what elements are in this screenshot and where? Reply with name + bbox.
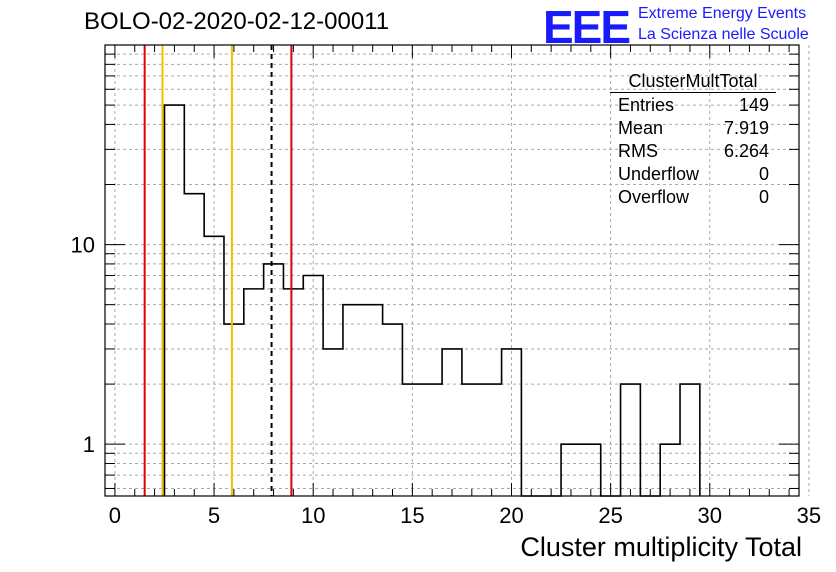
x-tick-label: 20 bbox=[499, 503, 523, 528]
y-tick-label: 1 bbox=[83, 432, 95, 457]
logo-caption: Extreme Energy Events La Scienza nelle S… bbox=[638, 3, 809, 45]
histogram-bin bbox=[422, 384, 442, 496]
stats-value: 0 bbox=[758, 187, 769, 207]
histogram-bin bbox=[343, 305, 363, 496]
chart-title: BOLO-02-2020-02-12-00011 bbox=[84, 8, 390, 35]
stats-box: ClusterMultTotal Entries 149 Mean 7.919 … bbox=[610, 70, 776, 209]
stats-row-mean: Mean 7.919 bbox=[610, 117, 776, 140]
stats-value: 7.919 bbox=[723, 118, 769, 138]
x-tick-label: 30 bbox=[698, 503, 722, 528]
stats-label: Overflow bbox=[618, 187, 690, 207]
histogram-bin bbox=[244, 289, 264, 496]
histogram-bars bbox=[163, 104, 701, 497]
x-tick-label: 25 bbox=[598, 503, 622, 528]
stats-label: Mean bbox=[618, 118, 664, 138]
stats-label: Entries bbox=[618, 95, 675, 115]
marker-lines bbox=[143, 45, 293, 496]
histogram-bin bbox=[363, 305, 383, 496]
y-tick-label: 10 bbox=[71, 233, 95, 258]
x-tick-label: 5 bbox=[208, 503, 220, 528]
stats-value: 0 bbox=[758, 164, 769, 184]
stats-value: 149 bbox=[738, 95, 769, 115]
histogram-bin bbox=[680, 384, 700, 496]
histogram-outline bbox=[163, 104, 701, 497]
histogram-bin bbox=[164, 105, 184, 496]
grid-lines bbox=[105, 44, 810, 496]
eee-logo: EEE bbox=[543, 1, 631, 53]
stats-row-overflow: Overflow 0 bbox=[610, 186, 776, 209]
histogram-bin bbox=[184, 194, 204, 496]
histogram-bin bbox=[462, 384, 482, 496]
histogram-bin bbox=[383, 324, 403, 496]
stats-title: ClusterMultTotal bbox=[610, 70, 776, 93]
histogram-bin bbox=[303, 276, 323, 496]
histogram-bin bbox=[283, 289, 303, 496]
stats-label: Underflow bbox=[618, 164, 700, 184]
stats-row-entries: Entries 149 bbox=[610, 94, 776, 117]
histogram-bin bbox=[561, 444, 581, 496]
axes bbox=[104, 44, 800, 497]
stats-value: 6.264 bbox=[723, 141, 769, 161]
x-axis-label: Cluster multiplicity Total bbox=[520, 532, 802, 562]
logo-caption-line2: La Scienza nelle Scuole bbox=[638, 26, 809, 43]
x-tick-label: 0 bbox=[109, 503, 121, 528]
histogram-bin bbox=[264, 264, 284, 496]
x-tick-label: 10 bbox=[301, 503, 325, 528]
logo-caption-line1: Extreme Energy Events bbox=[638, 5, 807, 22]
histogram-bin bbox=[482, 384, 502, 496]
tick-labels: 0 5 10 15 20 25 30 35 1 10 bbox=[71, 233, 822, 528]
histogram-bin bbox=[323, 349, 343, 496]
histogram-bin bbox=[442, 349, 462, 496]
stats-row-underflow: Underflow 0 bbox=[610, 163, 776, 186]
histogram-bin bbox=[224, 324, 244, 496]
histogram-bin bbox=[621, 384, 641, 496]
stats-label: RMS bbox=[618, 141, 658, 161]
x-tick-label: 15 bbox=[400, 503, 424, 528]
x-tick-label: 35 bbox=[797, 503, 821, 528]
stats-row-rms: RMS 6.264 bbox=[610, 140, 776, 163]
